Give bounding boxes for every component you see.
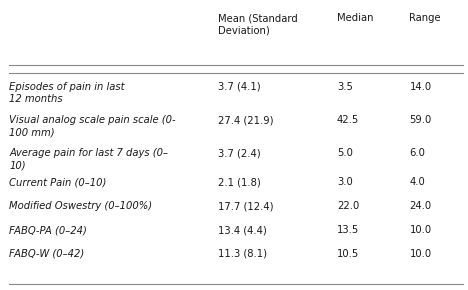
Text: Modified Oswestry (0–100%): Modified Oswestry (0–100%) xyxy=(9,201,153,211)
Text: 59.0: 59.0 xyxy=(410,115,432,125)
Text: 3.0: 3.0 xyxy=(337,177,353,187)
Text: Current Pain (0–10): Current Pain (0–10) xyxy=(9,177,107,187)
Text: 11.3 (8.1): 11.3 (8.1) xyxy=(218,249,267,259)
Text: 42.5: 42.5 xyxy=(337,115,359,125)
Text: 13.5: 13.5 xyxy=(337,225,359,235)
Text: 5.0: 5.0 xyxy=(337,148,353,158)
Text: Mean (Standard
Deviation): Mean (Standard Deviation) xyxy=(218,13,297,35)
Text: FABQ-W (0–42): FABQ-W (0–42) xyxy=(9,249,85,259)
Text: FABQ-PA (0–24): FABQ-PA (0–24) xyxy=(9,225,87,235)
Text: 10.5: 10.5 xyxy=(337,249,359,259)
Text: 13.4 (4.4): 13.4 (4.4) xyxy=(218,225,266,235)
Text: 10.0: 10.0 xyxy=(410,225,431,235)
Text: Episodes of pain in last
12 months: Episodes of pain in last 12 months xyxy=(9,82,125,104)
Text: 3.7 (2.4): 3.7 (2.4) xyxy=(218,148,260,158)
Text: 4.0: 4.0 xyxy=(410,177,425,187)
Text: 27.4 (21.9): 27.4 (21.9) xyxy=(218,115,273,125)
Text: 3.7 (4.1): 3.7 (4.1) xyxy=(218,82,260,92)
Text: 3.5: 3.5 xyxy=(337,82,353,92)
Text: 14.0: 14.0 xyxy=(410,82,431,92)
Text: 24.0: 24.0 xyxy=(410,201,431,211)
Text: 6.0: 6.0 xyxy=(410,148,425,158)
Text: 22.0: 22.0 xyxy=(337,201,359,211)
Text: Visual analog scale pain scale (0-
100 mm): Visual analog scale pain scale (0- 100 m… xyxy=(9,115,176,137)
Text: 17.7 (12.4): 17.7 (12.4) xyxy=(218,201,273,211)
Text: Range: Range xyxy=(410,13,441,23)
Text: Median: Median xyxy=(337,13,373,23)
Text: Average pain for last 7 days (0–
10): Average pain for last 7 days (0– 10) xyxy=(9,148,168,171)
Text: 2.1 (1.8): 2.1 (1.8) xyxy=(218,177,260,187)
Text: 10.0: 10.0 xyxy=(410,249,431,259)
